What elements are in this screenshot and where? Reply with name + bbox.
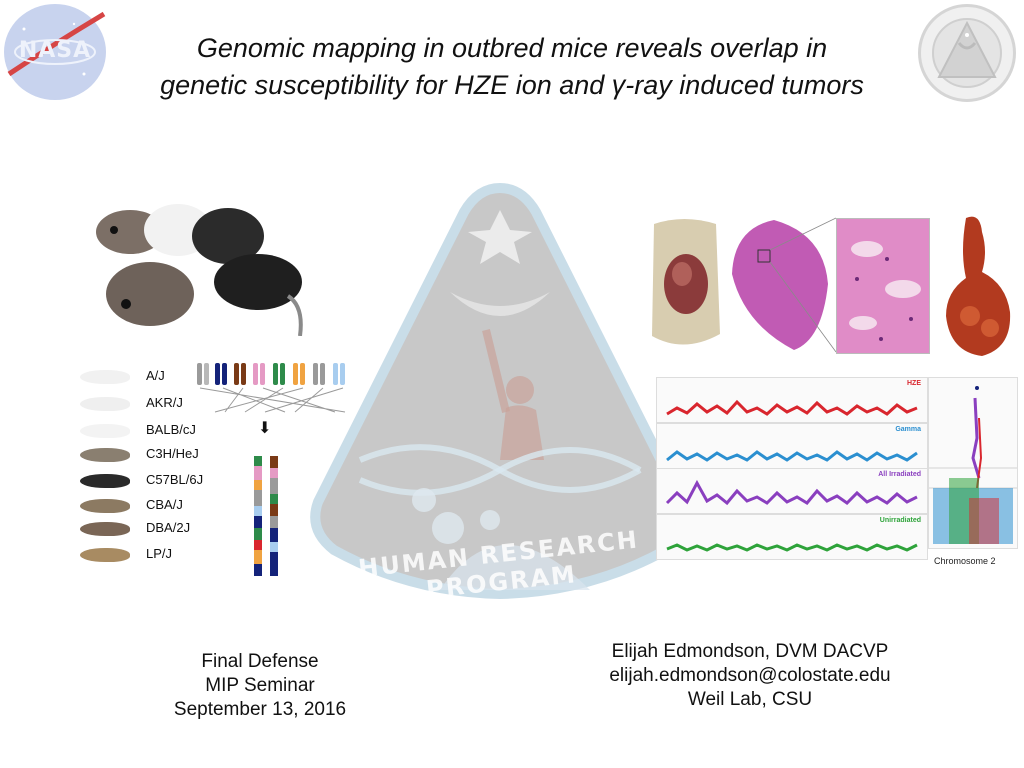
- chromosome-bar: [340, 363, 345, 385]
- manhattan-plot-unirradiated: Unirradiated: [656, 514, 928, 560]
- title-line-2: genetic susceptibility for HZE ion and γ…: [160, 70, 864, 100]
- strain-label: DBA/2J: [146, 520, 191, 535]
- event-title: Final Defense: [201, 651, 319, 672]
- chromosome-zoom-plot: [928, 377, 1018, 549]
- black-mouse-icon: [80, 474, 130, 488]
- chromosome-bar: [333, 363, 338, 385]
- chromosome-bar: [280, 363, 285, 385]
- chromosome-axis-label: Chromosome 2: [934, 556, 996, 566]
- chromosome-bar: [222, 363, 227, 385]
- mice-group-image: [96, 204, 303, 336]
- albino-mouse-icon: [80, 370, 130, 384]
- nasa-logo-text: NASA: [18, 38, 92, 63]
- nasa-logo: NASA: [4, 4, 106, 100]
- chromosome-bar: [215, 363, 220, 385]
- presenter-info: Elijah Edmondson, DVM DACVP elijah.edmon…: [570, 640, 930, 712]
- panel-label: HZE: [907, 380, 921, 387]
- slide-title: Genomic mapping in outbred mice reveals …: [90, 30, 934, 104]
- presentation-info: Final Defense MIP Seminar September 13, …: [150, 650, 370, 722]
- tumor-specimen-image: [946, 216, 1011, 356]
- chromosome-bar: [234, 363, 239, 385]
- arrow-down-icon: ⬇: [258, 420, 272, 437]
- panel-label: All Irradiated: [878, 471, 921, 478]
- chromosome-bar: [320, 363, 325, 385]
- event-date: September 13, 2016: [173, 699, 347, 720]
- chromosome-bar: [273, 363, 278, 385]
- title-line-1: Genomic mapping in outbred mice reveals …: [196, 33, 828, 63]
- chromosome-bar: [293, 363, 298, 385]
- agouti-mouse-icon: [80, 448, 130, 462]
- albino-mouse-icon: [80, 424, 130, 438]
- chromosome-bar: [197, 363, 202, 385]
- brown-mouse-icon: [80, 522, 130, 536]
- panel-label: Gamma: [895, 426, 921, 433]
- event-series: MIP Seminar: [205, 675, 315, 696]
- histology-zoom-image: [836, 218, 930, 354]
- mosaic-chromosome-left: [254, 456, 262, 576]
- presenter-email: elijah.edmondson@colostate.edu: [609, 665, 891, 686]
- chromosome-bar: [260, 363, 265, 385]
- panel-label: Unirradiated: [879, 517, 921, 524]
- agouti-mouse-icon: [80, 548, 130, 562]
- strain-label: AKR/J: [146, 395, 183, 410]
- manhattan-plot-gamma: Gamma: [656, 423, 928, 469]
- strain-label: CBA/J: [146, 497, 183, 512]
- crossing-lines: [199, 387, 346, 413]
- strain-label: C57BL/6J: [146, 472, 204, 487]
- necropsy-mouse-image: [652, 219, 720, 345]
- presenter-affiliation: Weil Lab, CSU: [687, 689, 813, 710]
- manhattan-plot-hze: HZE: [656, 377, 928, 423]
- presenter-name: Elijah Edmondson, DVM DACVP: [611, 641, 889, 662]
- albino-mouse-icon: [80, 397, 130, 411]
- strain-label: C3H/HeJ: [146, 446, 199, 461]
- strain-label: LP/J: [146, 546, 173, 561]
- chromosome-bar: [300, 363, 305, 385]
- mosaic-chromosome-right: [270, 456, 278, 576]
- agouti-mouse-icon: [80, 499, 130, 513]
- strain-label: BALB/cJ: [146, 422, 196, 437]
- chromosome-bar: [204, 363, 209, 385]
- chromosome-bar: [253, 363, 258, 385]
- strain-label: A/J: [146, 368, 165, 383]
- manhattan-plot-all-irradiated: All Irradiated: [656, 468, 928, 514]
- chromosome-bar: [313, 363, 318, 385]
- chromosome-bar: [241, 363, 246, 385]
- lung-histology-image: [732, 217, 837, 353]
- human-research-program-seal-icon: [918, 4, 1016, 102]
